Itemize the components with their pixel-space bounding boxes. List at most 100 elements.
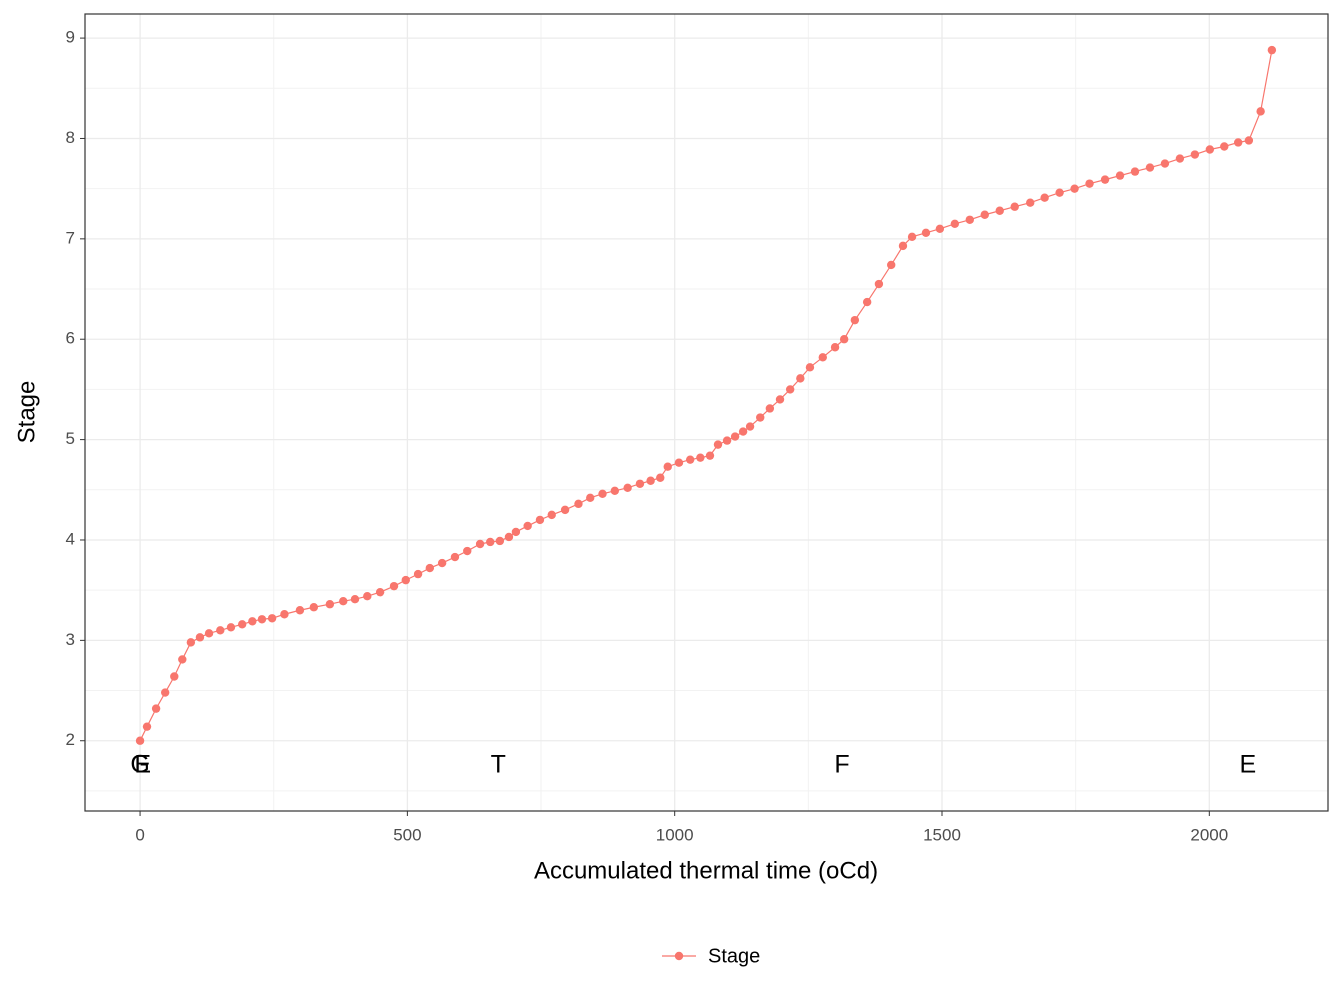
point — [705, 451, 715, 460]
y-axis-title: Stage — [13, 381, 40, 444]
point — [921, 228, 931, 238]
point — [598, 489, 607, 499]
point — [437, 558, 447, 568]
point — [325, 600, 335, 609]
annotation: T — [491, 750, 506, 778]
point — [785, 385, 795, 394]
point — [475, 539, 485, 549]
point — [874, 279, 884, 289]
point — [495, 536, 505, 546]
point — [309, 603, 319, 612]
point — [389, 581, 399, 591]
point — [170, 672, 179, 681]
x-tick-label: 0 — [135, 825, 144, 844]
point — [1175, 154, 1185, 163]
point — [450, 552, 460, 562]
point — [722, 436, 732, 445]
point — [1205, 145, 1215, 154]
point — [1070, 184, 1079, 193]
point — [560, 505, 570, 515]
point — [1267, 45, 1277, 55]
point — [850, 315, 860, 325]
point — [295, 606, 305, 615]
point — [237, 620, 247, 629]
point — [745, 422, 755, 431]
annotation: E — [134, 750, 151, 778]
legend-point — [674, 951, 684, 961]
point — [775, 395, 785, 404]
point — [995, 206, 1004, 215]
point — [796, 374, 805, 383]
point — [1130, 167, 1140, 176]
point — [1190, 150, 1200, 159]
point — [511, 527, 521, 537]
point — [204, 629, 214, 638]
point — [186, 638, 196, 647]
point — [965, 215, 975, 224]
point — [1256, 107, 1265, 116]
point — [756, 413, 765, 422]
point — [685, 455, 695, 464]
annotation: E — [1239, 750, 1256, 778]
annotation: F — [834, 750, 849, 778]
point — [363, 591, 372, 601]
legend-label: Stage — [708, 945, 760, 967]
point — [1100, 175, 1110, 184]
point — [523, 521, 532, 531]
point — [1145, 163, 1155, 172]
point — [839, 335, 849, 344]
point — [280, 610, 289, 619]
point — [898, 241, 908, 251]
point — [142, 722, 152, 731]
annotation: G — [130, 750, 149, 778]
point — [350, 595, 360, 604]
point — [160, 688, 170, 697]
point — [862, 297, 872, 307]
y-tick-label: 9 — [66, 28, 75, 47]
x-axis-title: Accumulated thermal time (oCd) — [534, 857, 878, 884]
point — [674, 458, 684, 467]
x-tick-label: 1500 — [923, 825, 961, 844]
point — [730, 432, 740, 441]
point — [535, 515, 545, 525]
point — [1026, 198, 1035, 207]
x-tick-label: 2000 — [1190, 825, 1228, 844]
point — [267, 614, 277, 623]
point — [1010, 202, 1019, 211]
point — [586, 493, 595, 503]
point — [980, 210, 989, 219]
point — [401, 575, 410, 585]
point — [1085, 179, 1094, 188]
point — [713, 440, 723, 449]
point — [635, 479, 645, 488]
point — [1040, 193, 1049, 202]
point — [818, 353, 827, 362]
point — [413, 569, 423, 579]
point — [765, 404, 775, 413]
point — [1055, 188, 1064, 197]
point — [547, 510, 556, 520]
point — [375, 587, 385, 597]
y-tick-label: 4 — [66, 529, 75, 548]
point — [1220, 142, 1229, 151]
point — [226, 623, 236, 632]
point — [696, 453, 705, 462]
point — [738, 427, 748, 436]
point — [1115, 171, 1125, 180]
point — [463, 546, 472, 556]
point — [486, 537, 495, 547]
point — [504, 532, 514, 542]
plot-border — [84, 13, 1329, 812]
point — [830, 343, 840, 352]
point — [425, 563, 435, 573]
y-tick-label: 6 — [66, 329, 75, 348]
point — [610, 486, 620, 495]
point — [574, 499, 583, 509]
point — [339, 597, 348, 606]
point — [248, 617, 257, 626]
series-line — [139, 50, 1273, 742]
point — [178, 655, 187, 664]
point — [1160, 159, 1170, 168]
point — [151, 704, 161, 713]
